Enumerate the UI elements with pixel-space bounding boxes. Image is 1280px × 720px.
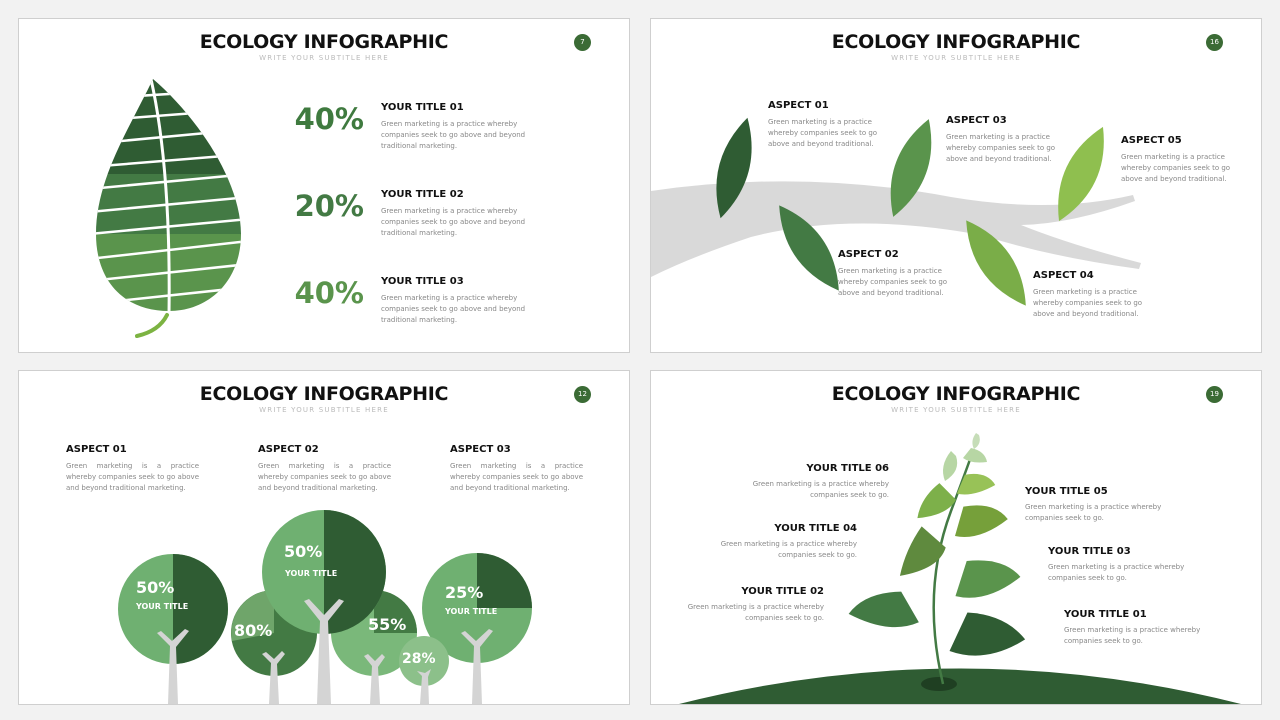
slide-title: ECOLOGY INFOGRAPHIC — [199, 31, 449, 53]
tree-percent-2: 80% — [234, 621, 273, 640]
aspect-01-title: ASPECT 01 — [768, 100, 829, 111]
aspect-04-title: ASPECT 04 — [1033, 270, 1094, 281]
page-number-badge: 16 — [1206, 34, 1223, 51]
slide-title: ECOLOGY INFOGRAPHIC — [831, 383, 1081, 405]
slide-subtitle: WRITE YOUR SUBTITLE HERE — [259, 406, 389, 414]
aspect-02-text: Green marketing is a practice whereby co… — [838, 267, 948, 297]
aspect-02-title: ASPECT 02 — [838, 249, 899, 260]
aspect-02-title: ASPECT 02 — [258, 444, 319, 455]
item-title-02: YOUR TITLE 02 — [381, 189, 464, 200]
tree-label-1: YOUR TITLE — [136, 602, 189, 611]
slide-thumbnail-19[interactable]: ECOLOGY INFOGRAPHIC WRITE YOUR SUBTITLE … — [650, 370, 1262, 705]
slide-subtitle: WRITE YOUR SUBTITLE HERE — [891, 54, 1021, 62]
leaf-illustration — [96, 79, 241, 338]
aspect-03-text: Green marketing is a practice whereby co… — [450, 462, 583, 492]
percent-02: 20% — [294, 189, 364, 223]
title-06: YOUR TITLE 06 — [806, 463, 889, 474]
tree-label-6: YOUR TITLE — [445, 607, 498, 616]
text-04: Green marketing is a practice whereby co… — [720, 540, 857, 559]
aspect-03-title: ASPECT 03 — [450, 444, 511, 455]
title-03: YOUR TITLE 03 — [1048, 546, 1131, 557]
aspect-03-title: ASPECT 03 — [946, 115, 1007, 126]
aspect-03-text: Green marketing is a practice whereby co… — [946, 133, 1056, 163]
item-title-03: YOUR TITLE 03 — [381, 276, 464, 287]
slide-title: ECOLOGY INFOGRAPHIC — [831, 31, 1081, 53]
ground-hill — [679, 668, 1241, 704]
percent-03: 40% — [294, 276, 364, 310]
item-text-02: Green marketing is a practice whereby co… — [381, 207, 526, 237]
branch-illustration — [651, 117, 1141, 306]
tree-percent-4: 55% — [368, 615, 407, 634]
aspect-02-text: Green marketing is a practice whereby co… — [258, 462, 391, 492]
slide-subtitle: WRITE YOUR SUBTITLE HERE — [891, 406, 1021, 414]
aspect-01-text: Green marketing is a practice whereby co… — [768, 118, 878, 148]
aspect-01-title: ASPECT 01 — [66, 444, 127, 455]
tree-28 — [399, 636, 449, 686]
trees-illustration — [118, 510, 532, 704]
item-text-03: Green marketing is a practice whereby co… — [381, 294, 526, 324]
tree-label-3: YOUR TITLE — [285, 569, 338, 578]
percent-01: 40% — [294, 102, 364, 136]
tree-percent-1: 50% — [136, 578, 175, 597]
tree-25 — [422, 553, 532, 663]
title-02: YOUR TITLE 02 — [741, 586, 824, 597]
title-04: YOUR TITLE 04 — [774, 523, 857, 534]
plant-illustration — [679, 433, 1241, 704]
tree-50-left — [118, 554, 228, 664]
tree-percent-5: 28% — [402, 651, 436, 667]
page-number-badge: 7 — [574, 34, 591, 51]
text-05: Green marketing is a practice whereby co… — [1025, 503, 1162, 522]
slide-thumbnail-7[interactable]: ECOLOGY INFOGRAPHIC WRITE YOUR SUBTITLE … — [18, 18, 630, 353]
aspect-04-text: Green marketing is a practice whereby co… — [1033, 288, 1143, 318]
text-01: Green marketing is a practice whereby co… — [1064, 626, 1201, 645]
slide-thumbnail-12[interactable]: ECOLOGY INFOGRAPHIC WRITE YOUR SUBTITLE … — [18, 370, 630, 705]
text-06: Green marketing is a practice whereby co… — [752, 480, 889, 499]
title-01: YOUR TITLE 01 — [1064, 609, 1147, 620]
item-title-01: YOUR TITLE 01 — [381, 102, 464, 113]
aspect-05-text: Green marketing is a practice whereby co… — [1121, 153, 1231, 183]
page-number-badge: 12 — [574, 386, 591, 403]
tree-percent-6: 25% — [445, 583, 484, 602]
aspect-01-text: Green marketing is a practice whereby co… — [66, 462, 199, 492]
item-text-01: Green marketing is a practice whereby co… — [381, 120, 526, 150]
title-05: YOUR TITLE 05 — [1025, 486, 1108, 497]
aspect-05-title: ASPECT 05 — [1121, 135, 1182, 146]
slide-thumbnail-16[interactable]: ECOLOGY INFOGRAPHIC WRITE YOUR SUBTITLE … — [650, 18, 1262, 353]
page-number-badge: 19 — [1206, 386, 1223, 403]
tree-trunks — [157, 599, 493, 704]
slide-subtitle: WRITE YOUR SUBTITLE HERE — [259, 54, 389, 62]
text-03: Green marketing is a practice whereby co… — [1048, 563, 1185, 582]
text-02: Green marketing is a practice whereby co… — [687, 603, 824, 622]
tree-percent-3: 50% — [284, 542, 323, 561]
slide-title: ECOLOGY INFOGRAPHIC — [199, 383, 449, 405]
